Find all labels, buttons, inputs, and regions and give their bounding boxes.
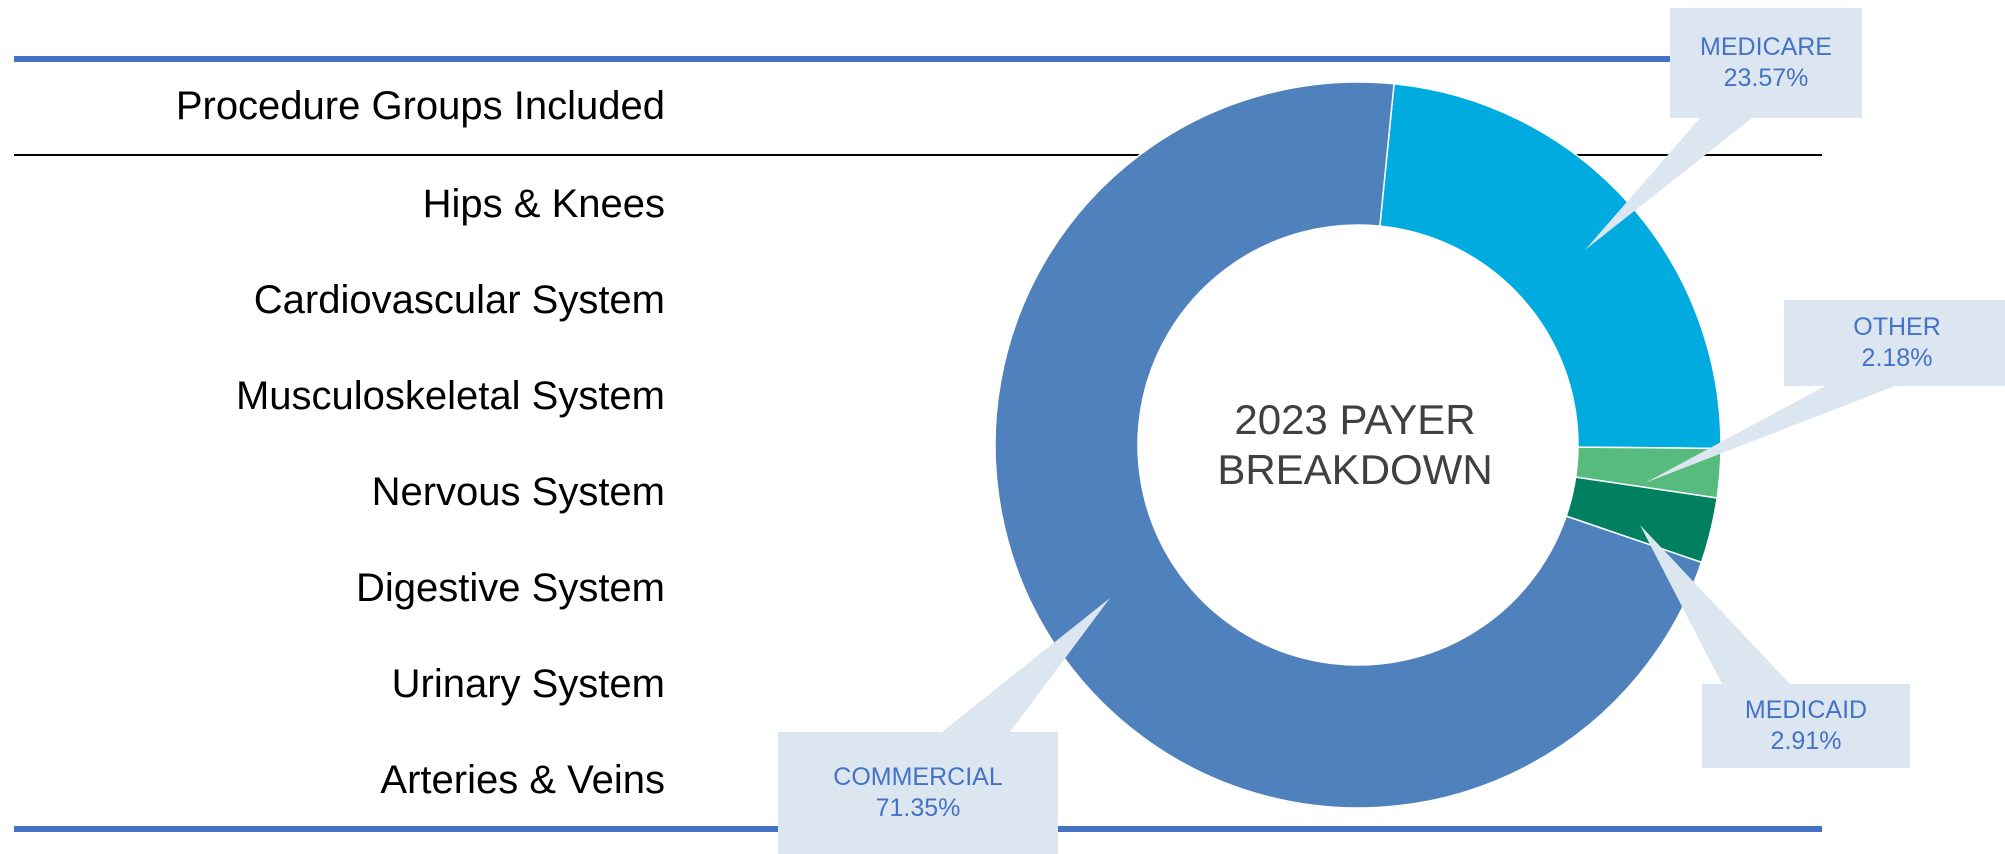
slice-label: MEDICARE	[1700, 33, 1832, 61]
donut-slices	[994, 81, 1722, 809]
slice-medicare	[1379, 82, 1722, 450]
table-row: Musculoskeletal System	[235, 374, 665, 418]
callout-other: OTHER 2.18%	[1784, 300, 2005, 386]
table-row: Urinary System	[391, 662, 665, 706]
callout-pointer-other	[1645, 386, 1895, 483]
table-row: Cardiovascular System	[253, 278, 665, 322]
slice-label: COMMERCIAL	[833, 763, 1003, 791]
chart-title-line-1: 2023 PAYER	[1234, 396, 1476, 443]
callout-commercial: COMMERCIAL 71.35%	[778, 732, 1058, 854]
chart-title-line-2: BREAKDOWN	[1217, 446, 1493, 493]
slice-label: MEDICAID	[1744, 696, 1868, 724]
table-row: Arteries & Veins	[380, 758, 665, 802]
callout-pointer-commercial	[942, 598, 1110, 732]
slice-percent: 71.35%	[875, 794, 961, 822]
slice-label: OTHER	[1853, 313, 1941, 341]
slice-commercial	[994, 81, 1703, 809]
chart-center-title: 2023 PAYER BREAKDOWN	[1160, 395, 1550, 495]
table-row: Hips & Knees	[422, 182, 665, 226]
table-header: Procedure Groups Included	[175, 84, 665, 128]
callout-medicaid: MEDICAID 2.91%	[1702, 684, 1910, 768]
callout-pointers	[942, 118, 1895, 732]
callout-pointer-medicare	[1585, 118, 1752, 250]
header-divider	[14, 154, 1822, 156]
table-row: Nervous System	[371, 470, 665, 514]
slice-percent: 2.18%	[1861, 344, 1933, 372]
slice-percent: 23.57%	[1723, 64, 1809, 92]
callout-pointer-medicaid	[1640, 525, 1790, 684]
top-accent-rule	[14, 56, 1822, 62]
table-row: Digestive System	[356, 566, 665, 610]
callout-medicare: MEDICARE 23.57%	[1670, 8, 1862, 118]
slice-percent: 2.91%	[1770, 727, 1842, 755]
